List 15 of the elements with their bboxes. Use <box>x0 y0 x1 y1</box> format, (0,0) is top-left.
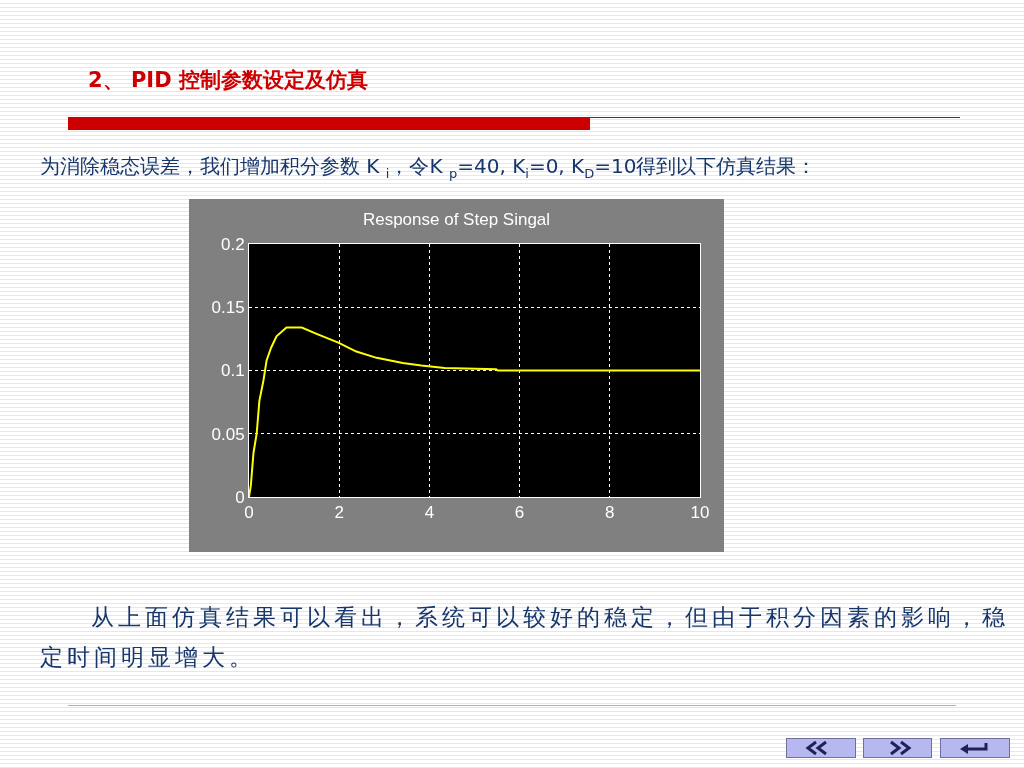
text: 为消除稳态误差，我们增加积分参数 K $_{i}$，令K $_{p}$=40, K$_{i}$=0, K$_{D}$=10得到以下仿真结果： <box>40 154 817 181</box>
y-tick-label: 0.1 <box>220 361 245 381</box>
y-tick-label: 0.05 <box>211 424 245 444</box>
x-tick-label: 6 <box>514 503 525 523</box>
text: 2、 PID 控制参数设定及仿真 <box>88 67 368 94</box>
chart-title: Response of Step Singal <box>362 210 551 230</box>
y-tick-label: 0.15 <box>211 298 245 318</box>
text: 从上面仿真结果可以看出，系统可以较好的稳定，但由于积分因素的影响，稳定时间明显增大。 <box>40 603 1010 672</box>
x-tick-label: 2 <box>334 503 344 523</box>
x-tick-label: 10 <box>690 503 710 523</box>
x-tick-label: 8 <box>605 503 615 523</box>
y-tick-label: 0.2 <box>220 234 245 254</box>
x-tick-label: 4 <box>424 503 435 523</box>
y-tick-label: 0 <box>235 487 245 507</box>
line-series <box>249 326 700 497</box>
